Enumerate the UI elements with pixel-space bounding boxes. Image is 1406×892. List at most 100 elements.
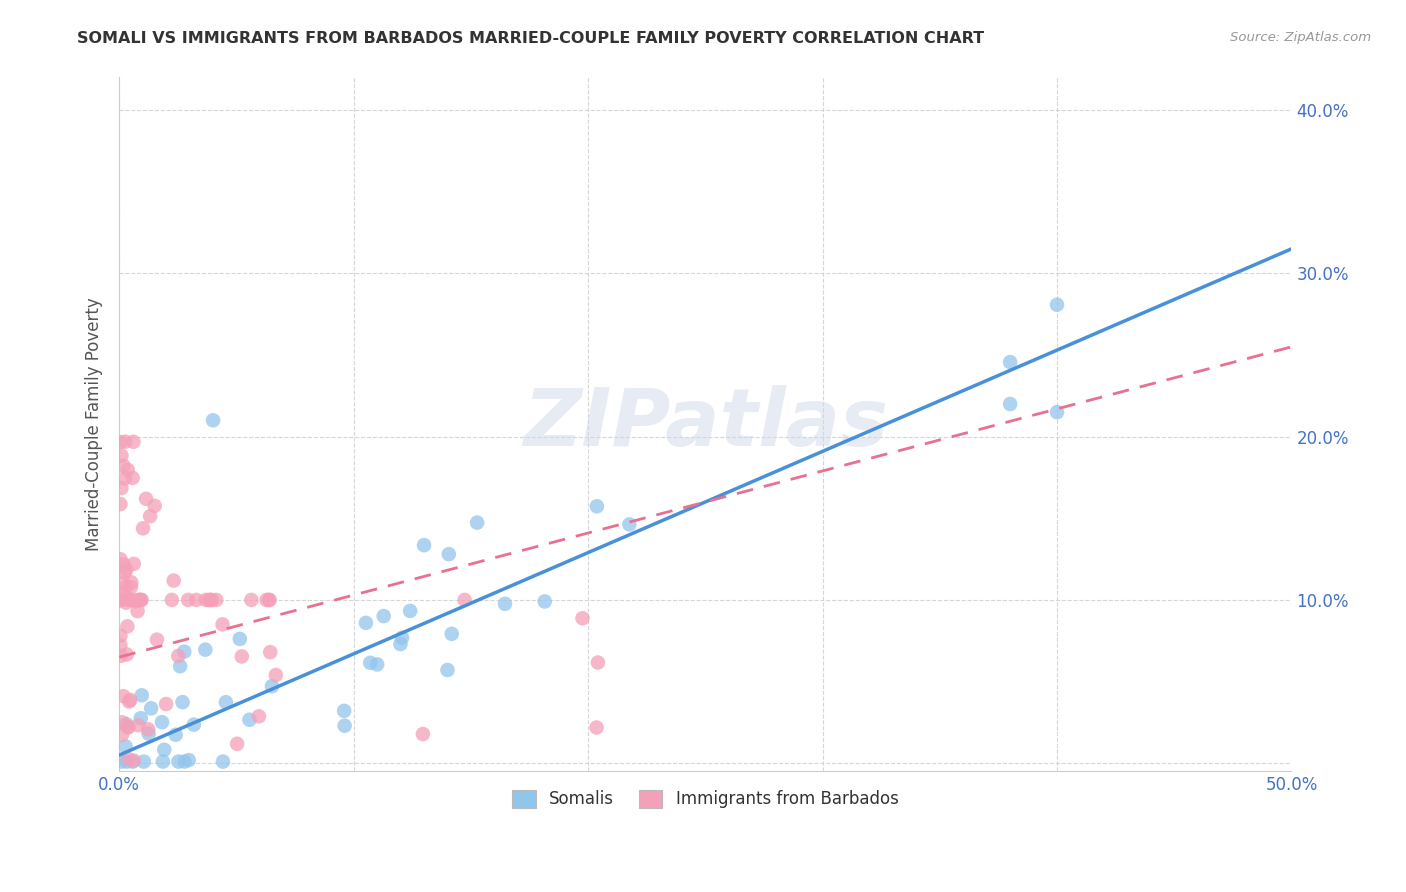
Point xyxy=(391,631,413,645)
Point xyxy=(373,609,395,624)
Point xyxy=(533,594,555,608)
Point xyxy=(260,679,283,693)
Point xyxy=(215,695,238,709)
Point xyxy=(152,755,174,769)
Point xyxy=(111,587,134,601)
Point xyxy=(212,755,235,769)
Point xyxy=(256,593,278,607)
Point xyxy=(127,718,149,732)
Point xyxy=(229,632,252,646)
Legend: Somalis, Immigrants from Barbados: Somalis, Immigrants from Barbados xyxy=(506,783,905,815)
Point xyxy=(194,642,217,657)
Point xyxy=(436,663,458,677)
Point xyxy=(115,563,138,577)
Point xyxy=(114,566,136,580)
Point xyxy=(132,521,155,535)
Point xyxy=(111,576,134,591)
Point xyxy=(150,715,173,730)
Point xyxy=(200,593,222,607)
Point xyxy=(122,754,145,768)
Point xyxy=(129,593,152,607)
Point xyxy=(139,509,162,524)
Point xyxy=(186,593,208,607)
Point xyxy=(453,593,475,607)
Point xyxy=(173,755,195,769)
Point xyxy=(172,695,194,709)
Point xyxy=(173,645,195,659)
Point xyxy=(153,743,176,757)
Point xyxy=(201,593,224,607)
Point xyxy=(167,648,190,663)
Point xyxy=(167,755,190,769)
Point xyxy=(1046,405,1069,419)
Point xyxy=(259,645,281,659)
Point xyxy=(183,717,205,731)
Point xyxy=(110,497,132,511)
Point xyxy=(124,594,146,608)
Point xyxy=(114,739,136,754)
Point xyxy=(194,593,217,607)
Point xyxy=(619,517,641,532)
Point xyxy=(135,491,157,506)
Point xyxy=(586,500,609,514)
Point xyxy=(240,593,263,607)
Point xyxy=(110,593,132,607)
Point xyxy=(165,728,187,742)
Point xyxy=(205,593,228,607)
Point xyxy=(110,638,132,652)
Point xyxy=(131,688,153,702)
Point xyxy=(333,719,356,733)
Point xyxy=(115,596,138,610)
Text: Source: ZipAtlas.com: Source: ZipAtlas.com xyxy=(1230,31,1371,45)
Point xyxy=(585,721,607,735)
Point xyxy=(1046,298,1069,312)
Point xyxy=(257,593,280,607)
Point xyxy=(238,713,260,727)
Point xyxy=(111,715,134,730)
Point xyxy=(136,723,159,737)
Point xyxy=(118,593,141,607)
Point xyxy=(110,629,132,643)
Point xyxy=(131,593,153,607)
Point xyxy=(115,755,138,769)
Point xyxy=(128,593,150,607)
Point xyxy=(118,593,141,607)
Point xyxy=(259,593,281,607)
Point xyxy=(169,659,191,673)
Point xyxy=(586,656,609,670)
Point xyxy=(118,694,141,708)
Point xyxy=(121,755,143,769)
Point xyxy=(998,397,1021,411)
Point xyxy=(115,648,138,662)
Point xyxy=(138,726,160,740)
Point xyxy=(389,637,412,651)
Point xyxy=(366,657,388,672)
Point xyxy=(413,538,436,552)
Point xyxy=(121,471,143,485)
Point xyxy=(571,611,593,625)
Point xyxy=(110,481,132,495)
Point xyxy=(122,557,145,571)
Point xyxy=(111,755,134,769)
Point xyxy=(110,552,132,566)
Text: ZIPatlas: ZIPatlas xyxy=(523,385,887,464)
Y-axis label: Married-Couple Family Poverty: Married-Couple Family Poverty xyxy=(86,298,103,551)
Point xyxy=(202,413,225,427)
Point xyxy=(359,656,381,670)
Point xyxy=(115,717,138,731)
Point xyxy=(114,471,136,485)
Point xyxy=(155,697,177,711)
Point xyxy=(226,737,249,751)
Point xyxy=(132,755,155,769)
Point xyxy=(110,648,132,663)
Point xyxy=(146,632,169,647)
Point xyxy=(117,619,139,633)
Point xyxy=(160,593,183,607)
Point xyxy=(120,580,142,594)
Point xyxy=(465,516,488,530)
Point xyxy=(198,593,221,607)
Point xyxy=(354,615,377,630)
Point xyxy=(120,575,142,590)
Point xyxy=(111,728,134,742)
Point xyxy=(110,435,132,450)
